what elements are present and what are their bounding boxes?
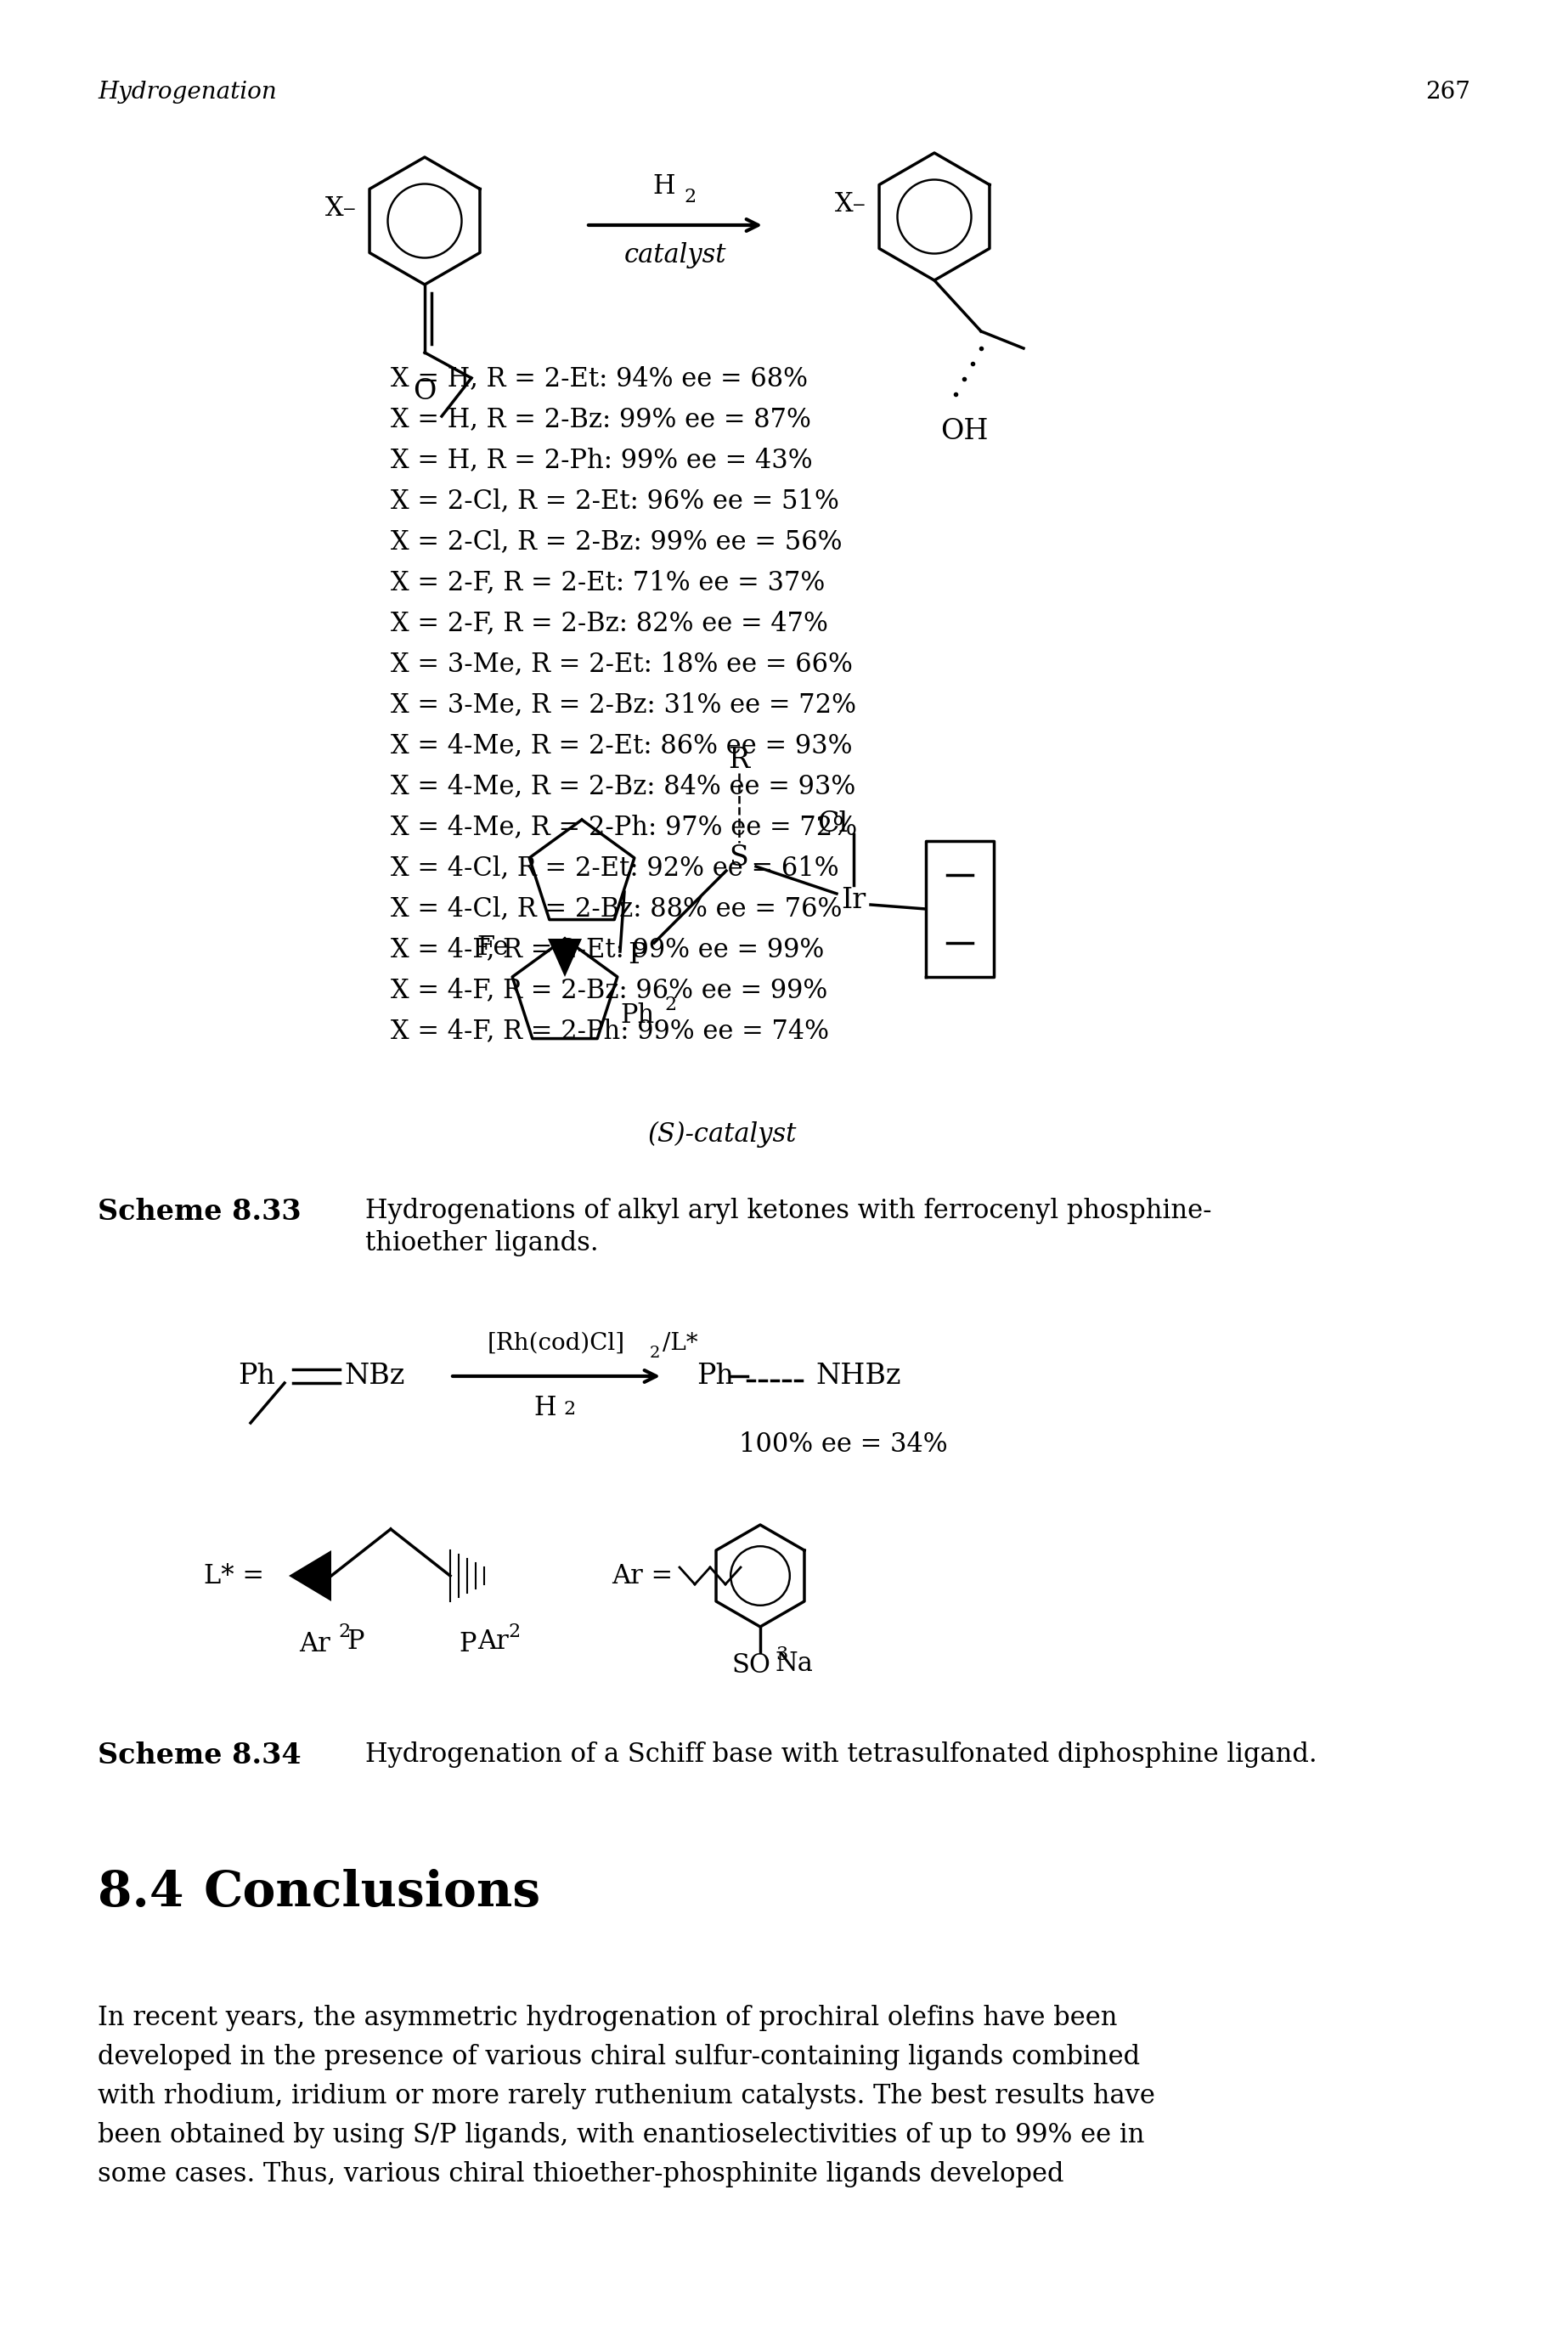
Text: In recent years, the asymmetric hydrogenation of prochiral olefins have been: In recent years, the asymmetric hydrogen… [97,2005,1118,2031]
Text: H: H [533,1395,557,1421]
Text: Hydrogenations of alkyl aryl ketones with ferrocenyl phosphine-: Hydrogenations of alkyl aryl ketones wit… [365,1197,1212,1223]
Text: NHBz: NHBz [815,1362,900,1390]
Text: Na: Na [775,1651,814,1676]
Text: X = 2-Cl, R = 2-Bz: 99% ee = 56%: X = 2-Cl, R = 2-Bz: 99% ee = 56% [390,528,842,554]
Text: Hydrogenation: Hydrogenation [97,80,276,103]
Text: Ar: Ar [477,1630,508,1655]
Polygon shape [547,939,582,977]
Text: X = 4-F, R = 2-Et: 99% ee = 99%: X = 4-F, R = 2-Et: 99% ee = 99% [390,937,825,963]
Text: Ar: Ar [298,1632,329,1658]
Text: [Rh(cod)Cl]: [Rh(cod)Cl] [488,1331,626,1355]
Text: Ph: Ph [696,1362,734,1390]
Text: Fe: Fe [477,935,508,960]
Text: Ar =: Ar = [612,1564,673,1590]
Text: thioether ligands.: thioether ligands. [365,1230,599,1256]
Text: 2: 2 [339,1622,350,1641]
Text: X = 4-Cl, R = 2-Bz: 88% ee = 76%: X = 4-Cl, R = 2-Bz: 88% ee = 76% [390,895,842,923]
Text: X = 4-Me, R = 2-Et: 86% ee = 93%: X = 4-Me, R = 2-Et: 86% ee = 93% [390,733,853,758]
Text: 3: 3 [776,1646,787,1665]
Text: 2: 2 [665,996,677,1014]
Text: Ir: Ir [840,888,866,913]
Text: X = H, R = 2-Et: 94% ee = 68%: X = H, R = 2-Et: 94% ee = 68% [390,366,808,392]
Text: H: H [652,174,676,200]
Text: 2: 2 [563,1399,575,1418]
Text: with rhodium, iridium or more rarely ruthenium catalysts. The best results have: with rhodium, iridium or more rarely rut… [97,2083,1156,2109]
Text: P: P [459,1632,477,1658]
Text: X = 2-F, R = 2-Et: 71% ee = 37%: X = 2-F, R = 2-Et: 71% ee = 37% [390,568,825,596]
Text: X = 2-Cl, R = 2-Et: 96% ee = 51%: X = 2-Cl, R = 2-Et: 96% ee = 51% [390,488,839,514]
Text: Cl: Cl [817,810,848,838]
Text: developed in the presence of various chiral sulfur-containing ligands combined: developed in the presence of various chi… [97,2043,1140,2071]
Text: catalyst: catalyst [624,242,726,268]
Text: R: R [728,747,750,775]
Text: 2: 2 [684,188,696,207]
Text: O: O [412,378,436,406]
Text: SO: SO [732,1653,771,1679]
Text: L* =: L* = [204,1564,263,1590]
Text: 8.4: 8.4 [97,1869,183,1916]
Text: X = H, R = 2-Ph: 99% ee = 43%: X = H, R = 2-Ph: 99% ee = 43% [390,446,812,474]
Text: P: P [627,942,646,970]
Text: X = 2-F, R = 2-Bz: 82% ee = 47%: X = 2-F, R = 2-Bz: 82% ee = 47% [390,610,828,636]
Text: Scheme 8.34: Scheme 8.34 [97,1742,301,1770]
Text: 100% ee = 34%: 100% ee = 34% [739,1432,947,1458]
Text: S: S [729,845,748,871]
Text: NBz: NBz [343,1362,405,1390]
Text: /L*: /L* [663,1331,698,1355]
Text: Ph: Ph [238,1362,274,1390]
Polygon shape [289,1550,331,1601]
Text: X = 4-Me, R = 2-Ph: 97% ee = 72%: X = 4-Me, R = 2-Ph: 97% ee = 72% [390,815,858,841]
Text: X = 3-Me, R = 2-Bz: 31% ee = 72%: X = 3-Me, R = 2-Bz: 31% ee = 72% [390,693,856,718]
Text: X–: X– [836,190,867,216]
Text: Ph: Ph [619,1003,654,1028]
Text: P: P [347,1630,364,1655]
Text: (S)-catalyst: (S)-catalyst [648,1122,797,1148]
Text: X–: X– [325,195,358,221]
Text: X = H, R = 2-Bz: 99% ee = 87%: X = H, R = 2-Bz: 99% ee = 87% [390,406,811,432]
Text: Hydrogenation of a Schiff base with tetrasulfonated diphosphine ligand.: Hydrogenation of a Schiff base with tetr… [365,1742,1317,1768]
Text: X = 4-Cl, R = 2-Et: 92% ee = 61%: X = 4-Cl, R = 2-Et: 92% ee = 61% [390,855,839,880]
Text: Scheme 8.33: Scheme 8.33 [97,1197,301,1226]
Text: OH: OH [941,418,988,446]
Text: 2: 2 [508,1622,521,1641]
Text: Conclusions: Conclusions [204,1869,541,1916]
Text: X = 3-Me, R = 2-Et: 18% ee = 66%: X = 3-Me, R = 2-Et: 18% ee = 66% [390,650,853,676]
Text: 2: 2 [649,1345,660,1362]
Text: X = 4-Me, R = 2-Bz: 84% ee = 93%: X = 4-Me, R = 2-Bz: 84% ee = 93% [390,772,856,798]
Text: some cases. Thus, various chiral thioether-phosphinite ligands developed: some cases. Thus, various chiral thioeth… [97,2160,1063,2188]
Text: X = 4-F, R = 2-Bz: 96% ee = 99%: X = 4-F, R = 2-Bz: 96% ee = 99% [390,977,828,1003]
Text: 267: 267 [1425,80,1471,103]
Text: X = 4-F, R = 2-Ph: 99% ee = 74%: X = 4-F, R = 2-Ph: 99% ee = 74% [390,1017,829,1045]
Text: been obtained by using S/P ligands, with enantioselectivities of up to 99% ee in: been obtained by using S/P ligands, with… [97,2123,1145,2148]
